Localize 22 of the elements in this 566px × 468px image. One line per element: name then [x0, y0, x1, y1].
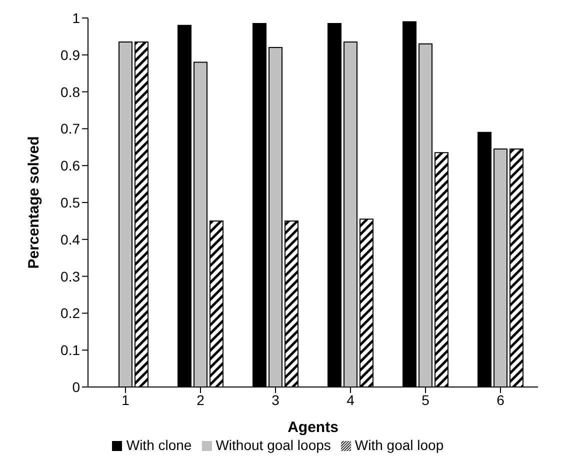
y-tick-label: 0.1: [60, 342, 80, 358]
y-tick-label: 0.3: [60, 268, 80, 284]
y-tick-label: 0.2: [60, 305, 80, 322]
y-tick-label: 0.5: [60, 194, 80, 210]
y-tick-label: 0: [72, 378, 80, 395]
y-axis-title: Percentage solved: [25, 136, 42, 269]
legend-label: With goal loop: [354, 437, 444, 453]
y-tick-label: 0.8: [60, 84, 80, 100]
legend-label: With clone: [126, 437, 192, 453]
y-tick-label: 1: [72, 10, 80, 26]
x-tick-label: 5: [422, 392, 430, 408]
x-tick-label: 1: [122, 392, 130, 408]
y-tick-label: 0.7: [60, 120, 80, 137]
y-tick-label: 0.4: [60, 231, 80, 248]
legend-label: Without goal loops: [216, 437, 331, 453]
y-tick-label: 0.9: [60, 46, 80, 63]
x-tick-label: 3: [272, 392, 280, 408]
x-tick-label: 4: [346, 392, 355, 408]
x-axis-title: Agents: [288, 419, 338, 436]
y-tick-label: 0.6: [60, 158, 80, 174]
x-tick-label: 6: [496, 392, 505, 408]
x-tick-label: 2: [196, 392, 205, 408]
